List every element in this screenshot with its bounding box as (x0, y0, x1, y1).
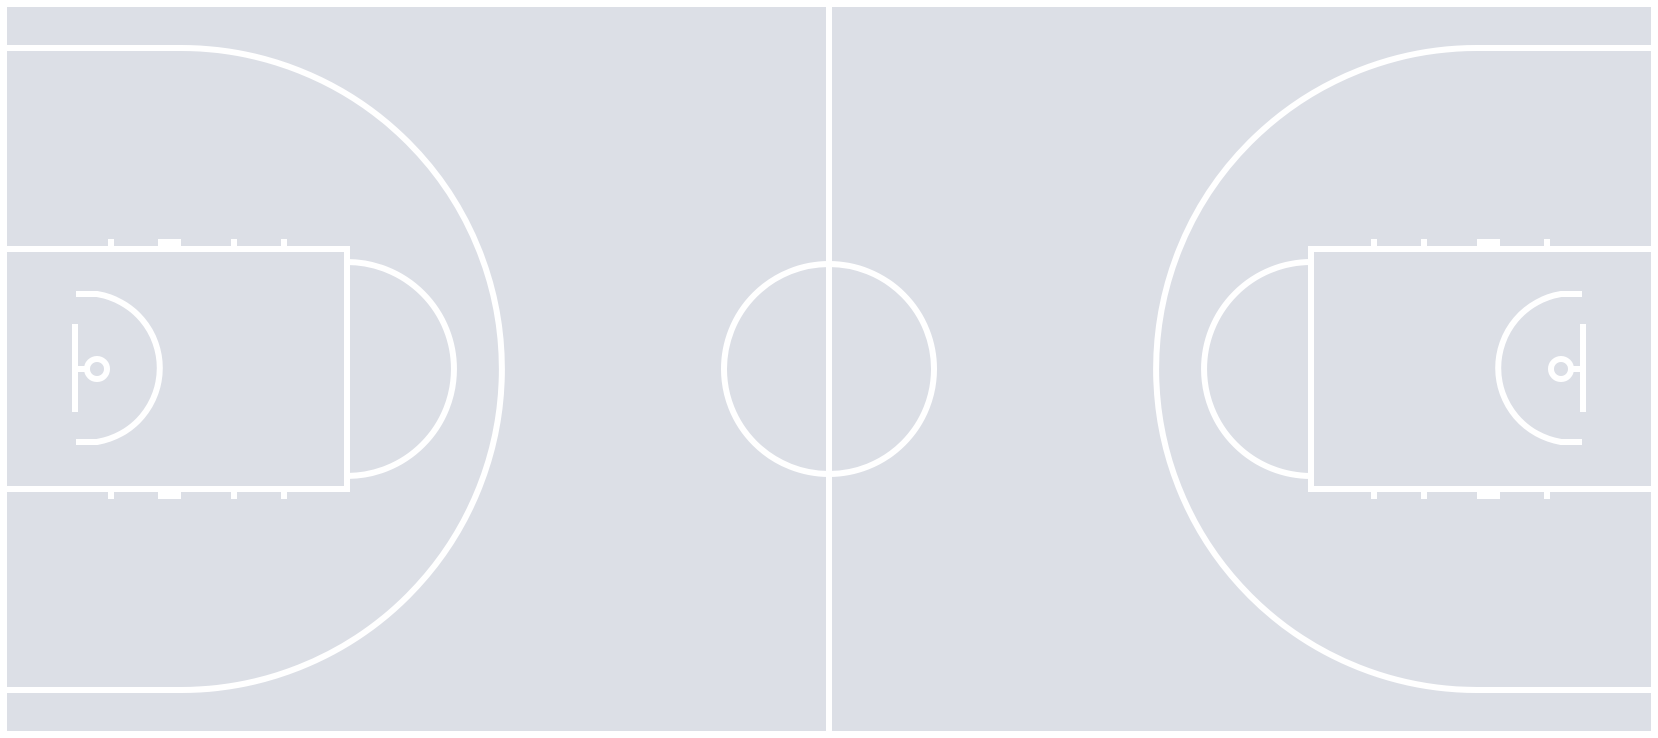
left-rim (84, 356, 110, 382)
right-three-point-line (1153, 45, 1654, 693)
left-half (1, 45, 505, 693)
left-three-point-line (4, 45, 505, 693)
left-free-throw-arc (346, 259, 457, 479)
left-restricted-arc (76, 291, 163, 445)
right-half (1153, 45, 1657, 693)
right-lane-marks (1371, 239, 1550, 499)
right-free-throw-arc (1201, 259, 1312, 479)
right-restricted-arc (1495, 291, 1582, 445)
right-rim (1548, 356, 1574, 382)
center-circle (721, 261, 937, 477)
left-lane-marks (108, 239, 287, 499)
